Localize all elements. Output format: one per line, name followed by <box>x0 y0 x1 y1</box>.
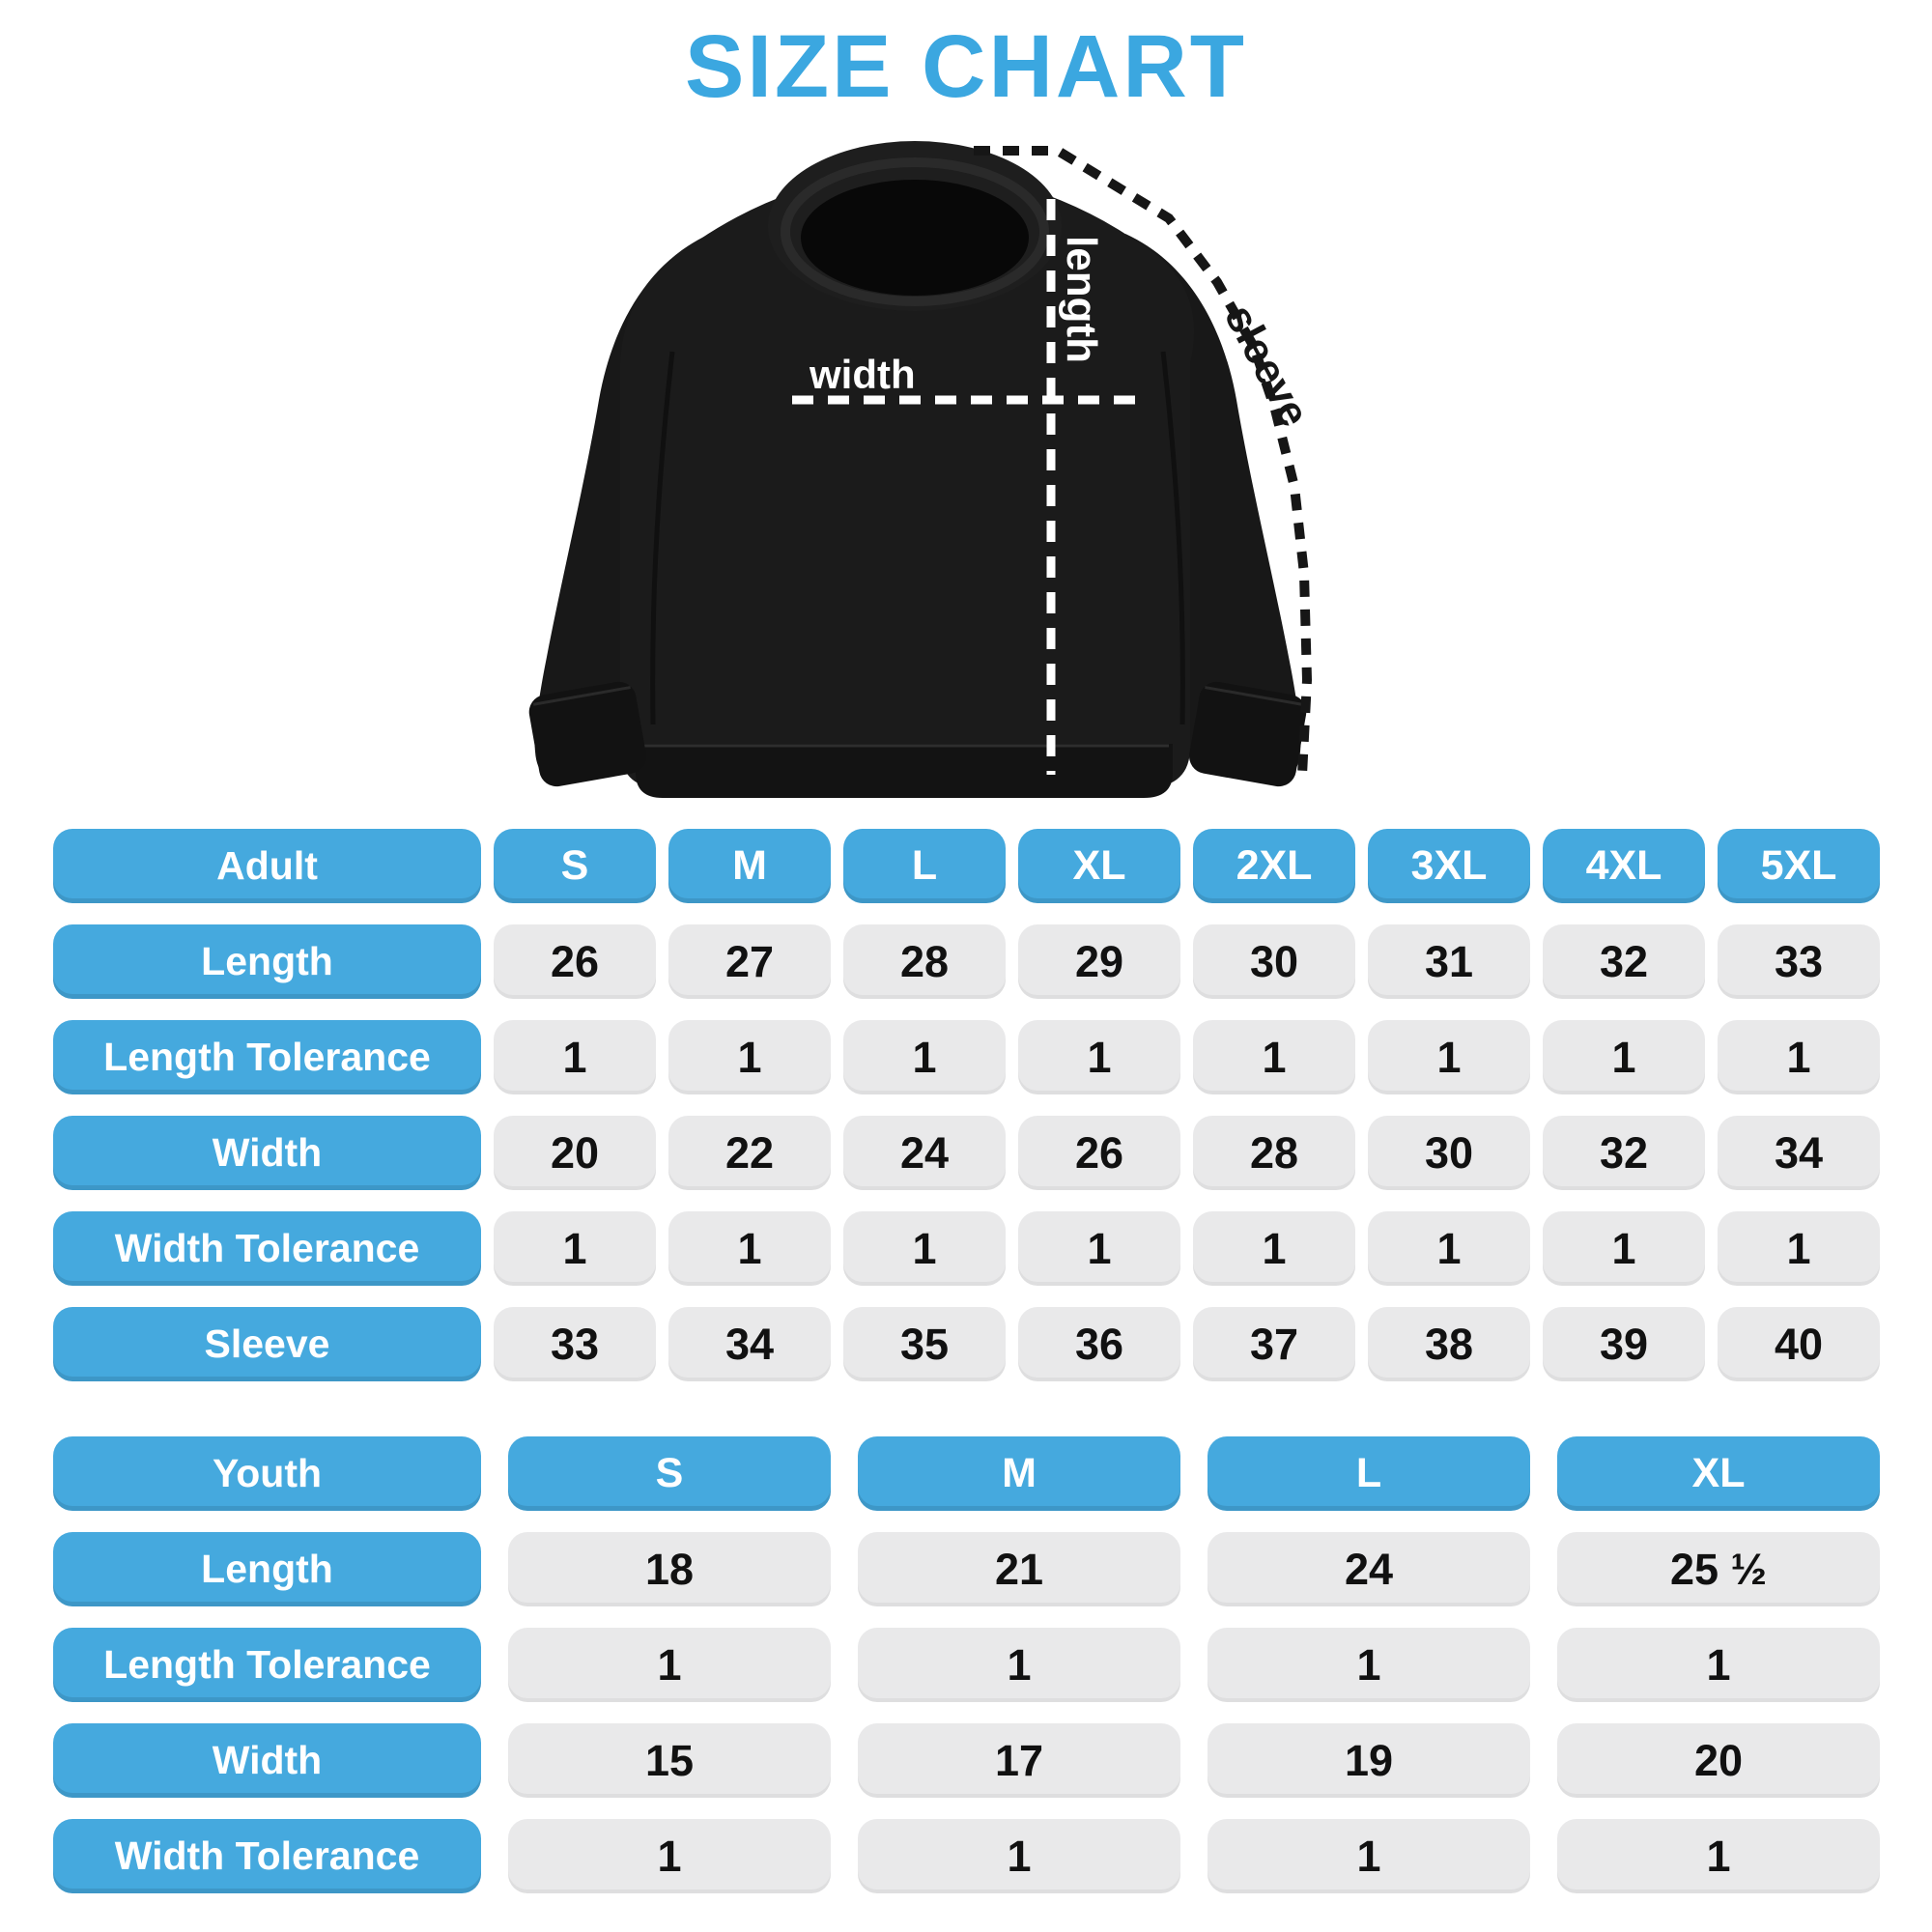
youth-width-tolerance-l: 1 <box>1208 1819 1530 1893</box>
adult-width-4xl: 32 <box>1543 1116 1705 1190</box>
adult-width-tolerance-5xl: 1 <box>1718 1211 1880 1286</box>
youth-width-xl: 20 <box>1557 1723 1880 1798</box>
adult-row-label-width: Width <box>53 1116 481 1190</box>
adult-width-tolerance-s: 1 <box>494 1211 656 1286</box>
adult-size-table: Adult S M L XL 2XL 3XL 4XL 5XL Length 26 27 28 29 30 31… <box>53 829 1880 1381</box>
adult-length-m: 27 <box>668 924 831 999</box>
adult-sleeve-xl: 36 <box>1018 1307 1180 1381</box>
adult-width-5xl: 34 <box>1718 1116 1880 1190</box>
adult-table-header-label: Adult <box>53 829 481 903</box>
youth-length-tolerance-s: 1 <box>508 1628 831 1702</box>
adult-width-m: 22 <box>668 1116 831 1190</box>
adult-size-3xl: 3XL <box>1368 829 1530 903</box>
adult-sleeve-m: 34 <box>668 1307 831 1381</box>
youth-row-label-width: Width <box>53 1723 481 1798</box>
adult-row-label-sleeve: Sleeve <box>53 1307 481 1381</box>
length-label: length <box>1058 236 1105 363</box>
adult-size-4xl: 4XL <box>1543 829 1705 903</box>
youth-length-tolerance-xl: 1 <box>1557 1628 1880 1702</box>
sweatshirt-left-cuff <box>528 681 646 787</box>
youth-row-label-width-tolerance: Width Tolerance <box>53 1819 481 1893</box>
adult-width-tolerance-4xl: 1 <box>1543 1211 1705 1286</box>
adult-sleeve-2xl: 37 <box>1193 1307 1355 1381</box>
adult-size-2xl: 2XL <box>1193 829 1355 903</box>
adult-row-label-length-tolerance: Length Tolerance <box>53 1020 481 1094</box>
sweatshirt-diagram-svg: width length sleeve <box>528 141 1319 798</box>
adult-size-m: M <box>668 829 831 903</box>
youth-width-m: 17 <box>858 1723 1180 1798</box>
adult-width-3xl: 30 <box>1368 1116 1530 1190</box>
adult-size-xl: XL <box>1018 829 1180 903</box>
adult-width-xl: 26 <box>1018 1116 1180 1190</box>
youth-table-header-label: Youth <box>53 1436 481 1511</box>
youth-row-label-length-tolerance: Length Tolerance <box>53 1628 481 1702</box>
youth-length-tolerance-l: 1 <box>1208 1628 1530 1702</box>
adult-size-5xl: 5XL <box>1718 829 1880 903</box>
youth-size-table: Youth S M L XL Length 18 21 24 25 ½ Length Toleran… <box>53 1436 1880 1893</box>
youth-length-tolerance-m: 1 <box>858 1628 1180 1702</box>
adult-sleeve-5xl: 40 <box>1718 1307 1880 1381</box>
sweatshirt-right-crease <box>1160 351 1185 725</box>
sweatshirt-collar-inner <box>801 180 1029 296</box>
youth-width-s: 15 <box>508 1723 831 1798</box>
adult-width-l: 24 <box>843 1116 1006 1190</box>
adult-width-tolerance-m: 1 <box>668 1211 831 1286</box>
adult-length-tolerance-l: 1 <box>843 1020 1006 1094</box>
youth-width-tolerance-m: 1 <box>858 1819 1180 1893</box>
adult-width-2xl: 28 <box>1193 1116 1355 1190</box>
adult-length-5xl: 33 <box>1718 924 1880 999</box>
adult-width-s: 20 <box>494 1116 656 1190</box>
adult-length-tolerance-4xl: 1 <box>1543 1020 1705 1094</box>
sweatshirt-left-crease <box>650 351 675 725</box>
youth-size-m: M <box>858 1436 1180 1511</box>
youth-length-l: 24 <box>1208 1532 1530 1606</box>
adult-sleeve-4xl: 39 <box>1543 1307 1705 1381</box>
size-tables: Adult S M L XL 2XL 3XL 4XL 5XL Length 26 27 28 29 30 31… <box>0 829 1932 1893</box>
adult-length-2xl: 30 <box>1193 924 1355 999</box>
adult-length-s: 26 <box>494 924 656 999</box>
adult-length-4xl: 32 <box>1543 924 1705 999</box>
adult-length-tolerance-m: 1 <box>668 1020 831 1094</box>
adult-size-s: S <box>494 829 656 903</box>
adult-length-xl: 29 <box>1018 924 1180 999</box>
adult-width-tolerance-2xl: 1 <box>1193 1211 1355 1286</box>
adult-sleeve-l: 35 <box>843 1307 1006 1381</box>
youth-width-l: 19 <box>1208 1723 1530 1798</box>
adult-row-label-length: Length <box>53 924 481 999</box>
adult-length-tolerance-s: 1 <box>494 1020 656 1094</box>
sleeve-measure-line <box>974 146 1313 776</box>
sweatshirt-collar-rib <box>781 157 1049 306</box>
adult-sleeve-3xl: 38 <box>1368 1307 1530 1381</box>
adult-row-label-width-tolerance: Width Tolerance <box>53 1211 481 1286</box>
adult-width-tolerance-3xl: 1 <box>1368 1211 1530 1286</box>
adult-length-tolerance-xl: 1 <box>1018 1020 1180 1094</box>
adult-width-tolerance-l: 1 <box>843 1211 1006 1286</box>
adult-width-tolerance-xl: 1 <box>1018 1211 1180 1286</box>
sweatshirt-hem-band <box>636 744 1173 798</box>
youth-length-s: 18 <box>508 1532 831 1606</box>
youth-length-m: 21 <box>858 1532 1180 1606</box>
width-label: width <box>809 352 916 397</box>
youth-size-l: L <box>1208 1436 1530 1511</box>
adult-sleeve-s: 33 <box>494 1307 656 1381</box>
youth-row-label-length: Length <box>53 1532 481 1606</box>
adult-length-tolerance-3xl: 1 <box>1368 1020 1530 1094</box>
sweatshirt-measurement-diagram: width length sleeve <box>502 110 1430 810</box>
adult-size-l: L <box>843 829 1006 903</box>
adult-length-l: 28 <box>843 924 1006 999</box>
adult-length-tolerance-5xl: 1 <box>1718 1020 1880 1094</box>
youth-size-xl: XL <box>1557 1436 1880 1511</box>
page-title: SIZE CHART <box>685 17 1247 116</box>
adult-length-tolerance-2xl: 1 <box>1193 1020 1355 1094</box>
youth-width-tolerance-s: 1 <box>508 1819 831 1893</box>
youth-length-xl: 25 ½ <box>1557 1532 1880 1606</box>
adult-length-3xl: 31 <box>1368 924 1530 999</box>
youth-width-tolerance-xl: 1 <box>1557 1819 1880 1893</box>
sweatshirt-right-cuff <box>1189 681 1307 787</box>
youth-size-s: S <box>508 1436 831 1511</box>
